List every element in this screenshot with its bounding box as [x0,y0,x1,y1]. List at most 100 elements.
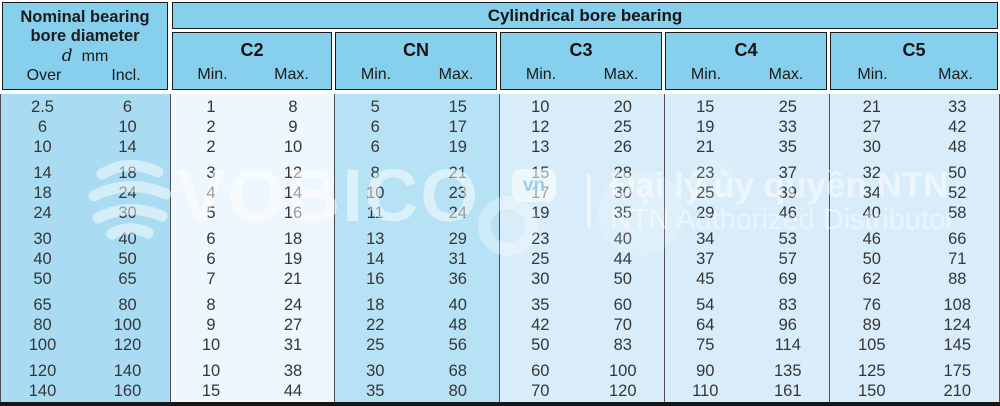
dimension-row: d mm [62,46,109,66]
cell: 46 [862,230,881,248]
row-block: 21 35 [664,137,829,157]
row-block: 35 80 [334,381,499,401]
minmax-row: Min. Max. [173,61,331,89]
cell: 18 [283,230,303,248]
cell: 38 [283,362,303,380]
cell: 80 [33,316,52,334]
row-block: 60 100 [499,361,664,381]
class-header-c3: C3 Min. Max. [500,32,662,90]
row-block: 24 30 [0,203,170,223]
row-block: 110 161 [664,381,829,401]
cell: 60 [613,296,632,314]
table-bottom-border [0,402,1000,406]
row-block: 27 42 [829,117,1000,137]
row-block: 46 66 [829,229,1000,249]
cell: 25 [531,250,550,268]
row-block: 7 21 [170,269,334,289]
cell: 6 [206,230,216,248]
class-label: CN [403,40,429,60]
cell: 89 [862,316,881,334]
cell: 25 [613,118,632,136]
cell: 66 [948,230,967,248]
row-block: 25 56 [334,335,499,355]
cell: 4 [206,184,216,202]
cell: 14 [283,184,303,202]
over-label: Over [26,66,62,84]
row-block: 15 28 [499,163,664,183]
row-block: 45 69 [664,269,829,289]
row-block: 50 65 [0,269,170,289]
row-block: 9 27 [170,315,334,335]
cell: 27 [283,316,303,334]
class-label: C5 [902,40,926,60]
row-block: 150 210 [829,381,1000,401]
class-header-c2: C2 Min. Max. [172,32,332,90]
cell: 11 [366,204,384,222]
cell: 46 [778,204,797,222]
cell: 12 [283,164,303,182]
cell: 6 [370,118,380,136]
cell: 40 [118,230,137,248]
table-row: 50 65 7 21 16 36 30 50 45 69 62 88 [0,269,1000,289]
cell: 71 [948,250,967,268]
max-label: Max. [603,66,639,83]
cell: 2.5 [31,98,54,116]
row-block: 14 18 [0,163,170,183]
cell: 135 [773,362,802,380]
cell: 9 [206,316,216,334]
cell: 3 [206,164,216,182]
cell: 29 [696,204,715,222]
cell: 33 [778,118,797,136]
table-row: 100 120 10 31 25 56 50 83 75 114 105 145 [0,335,1000,355]
column-strip-c3 [499,94,664,402]
cell: 22 [366,316,385,334]
cell: 60 [531,362,550,380]
cell: 15 [448,98,467,116]
row-block: 3 12 [170,163,334,183]
cell: 100 [113,316,142,334]
row-block: 21 33 [829,97,1000,117]
class-label: C3 [569,40,593,60]
cell: 10 [33,138,52,156]
cell: 35 [366,382,385,400]
cell: 23 [696,164,715,182]
cell: 18 [118,164,137,182]
cell: 8 [288,98,298,116]
cell: 37 [696,250,715,268]
max-label: Max. [438,66,474,83]
row-block: 40 58 [829,203,1000,223]
cell: 175 [943,362,972,380]
cell: 48 [948,138,967,156]
cell: 10 [201,362,221,380]
cell: 56 [448,336,467,354]
cell: 16 [366,270,385,288]
cell: 9 [288,118,298,136]
row-block: 5 16 [170,203,334,223]
minmax-row: Min. Max. [831,61,997,89]
cell: 14 [366,250,385,268]
cell: 36 [448,270,467,288]
row-block: 10 20 [499,97,664,117]
cell: 69 [778,270,797,288]
cell: 100 [608,362,637,380]
cell: 110 [692,382,719,400]
minmax-row: Min. Max. [666,61,826,89]
cell: 21 [448,164,467,182]
row-block: 5 15 [334,97,499,117]
row-block: 90 135 [664,361,829,381]
cell: 32 [862,164,881,182]
class-header-c5: C5 Min. Max. [830,32,998,90]
row-block: 18 40 [334,295,499,315]
cell: 15 [696,98,715,116]
cell: 45 [696,270,715,288]
cell: 150 [857,382,886,400]
cell: 50 [862,250,881,268]
table-row: 140 160 15 44 35 80 70 120 110 161 150 210 [0,381,1000,401]
cell: 21 [696,138,715,156]
table-row: 30 40 6 18 13 29 23 40 34 53 46 66 [0,229,1000,249]
row-block: 35 60 [499,295,664,315]
min-label: Min. [197,66,228,83]
row-block: 105 145 [829,335,1000,355]
table-header: Nominal bearing bore diameter d mm Over I… [0,0,1000,90]
cell: 120 [28,362,57,380]
